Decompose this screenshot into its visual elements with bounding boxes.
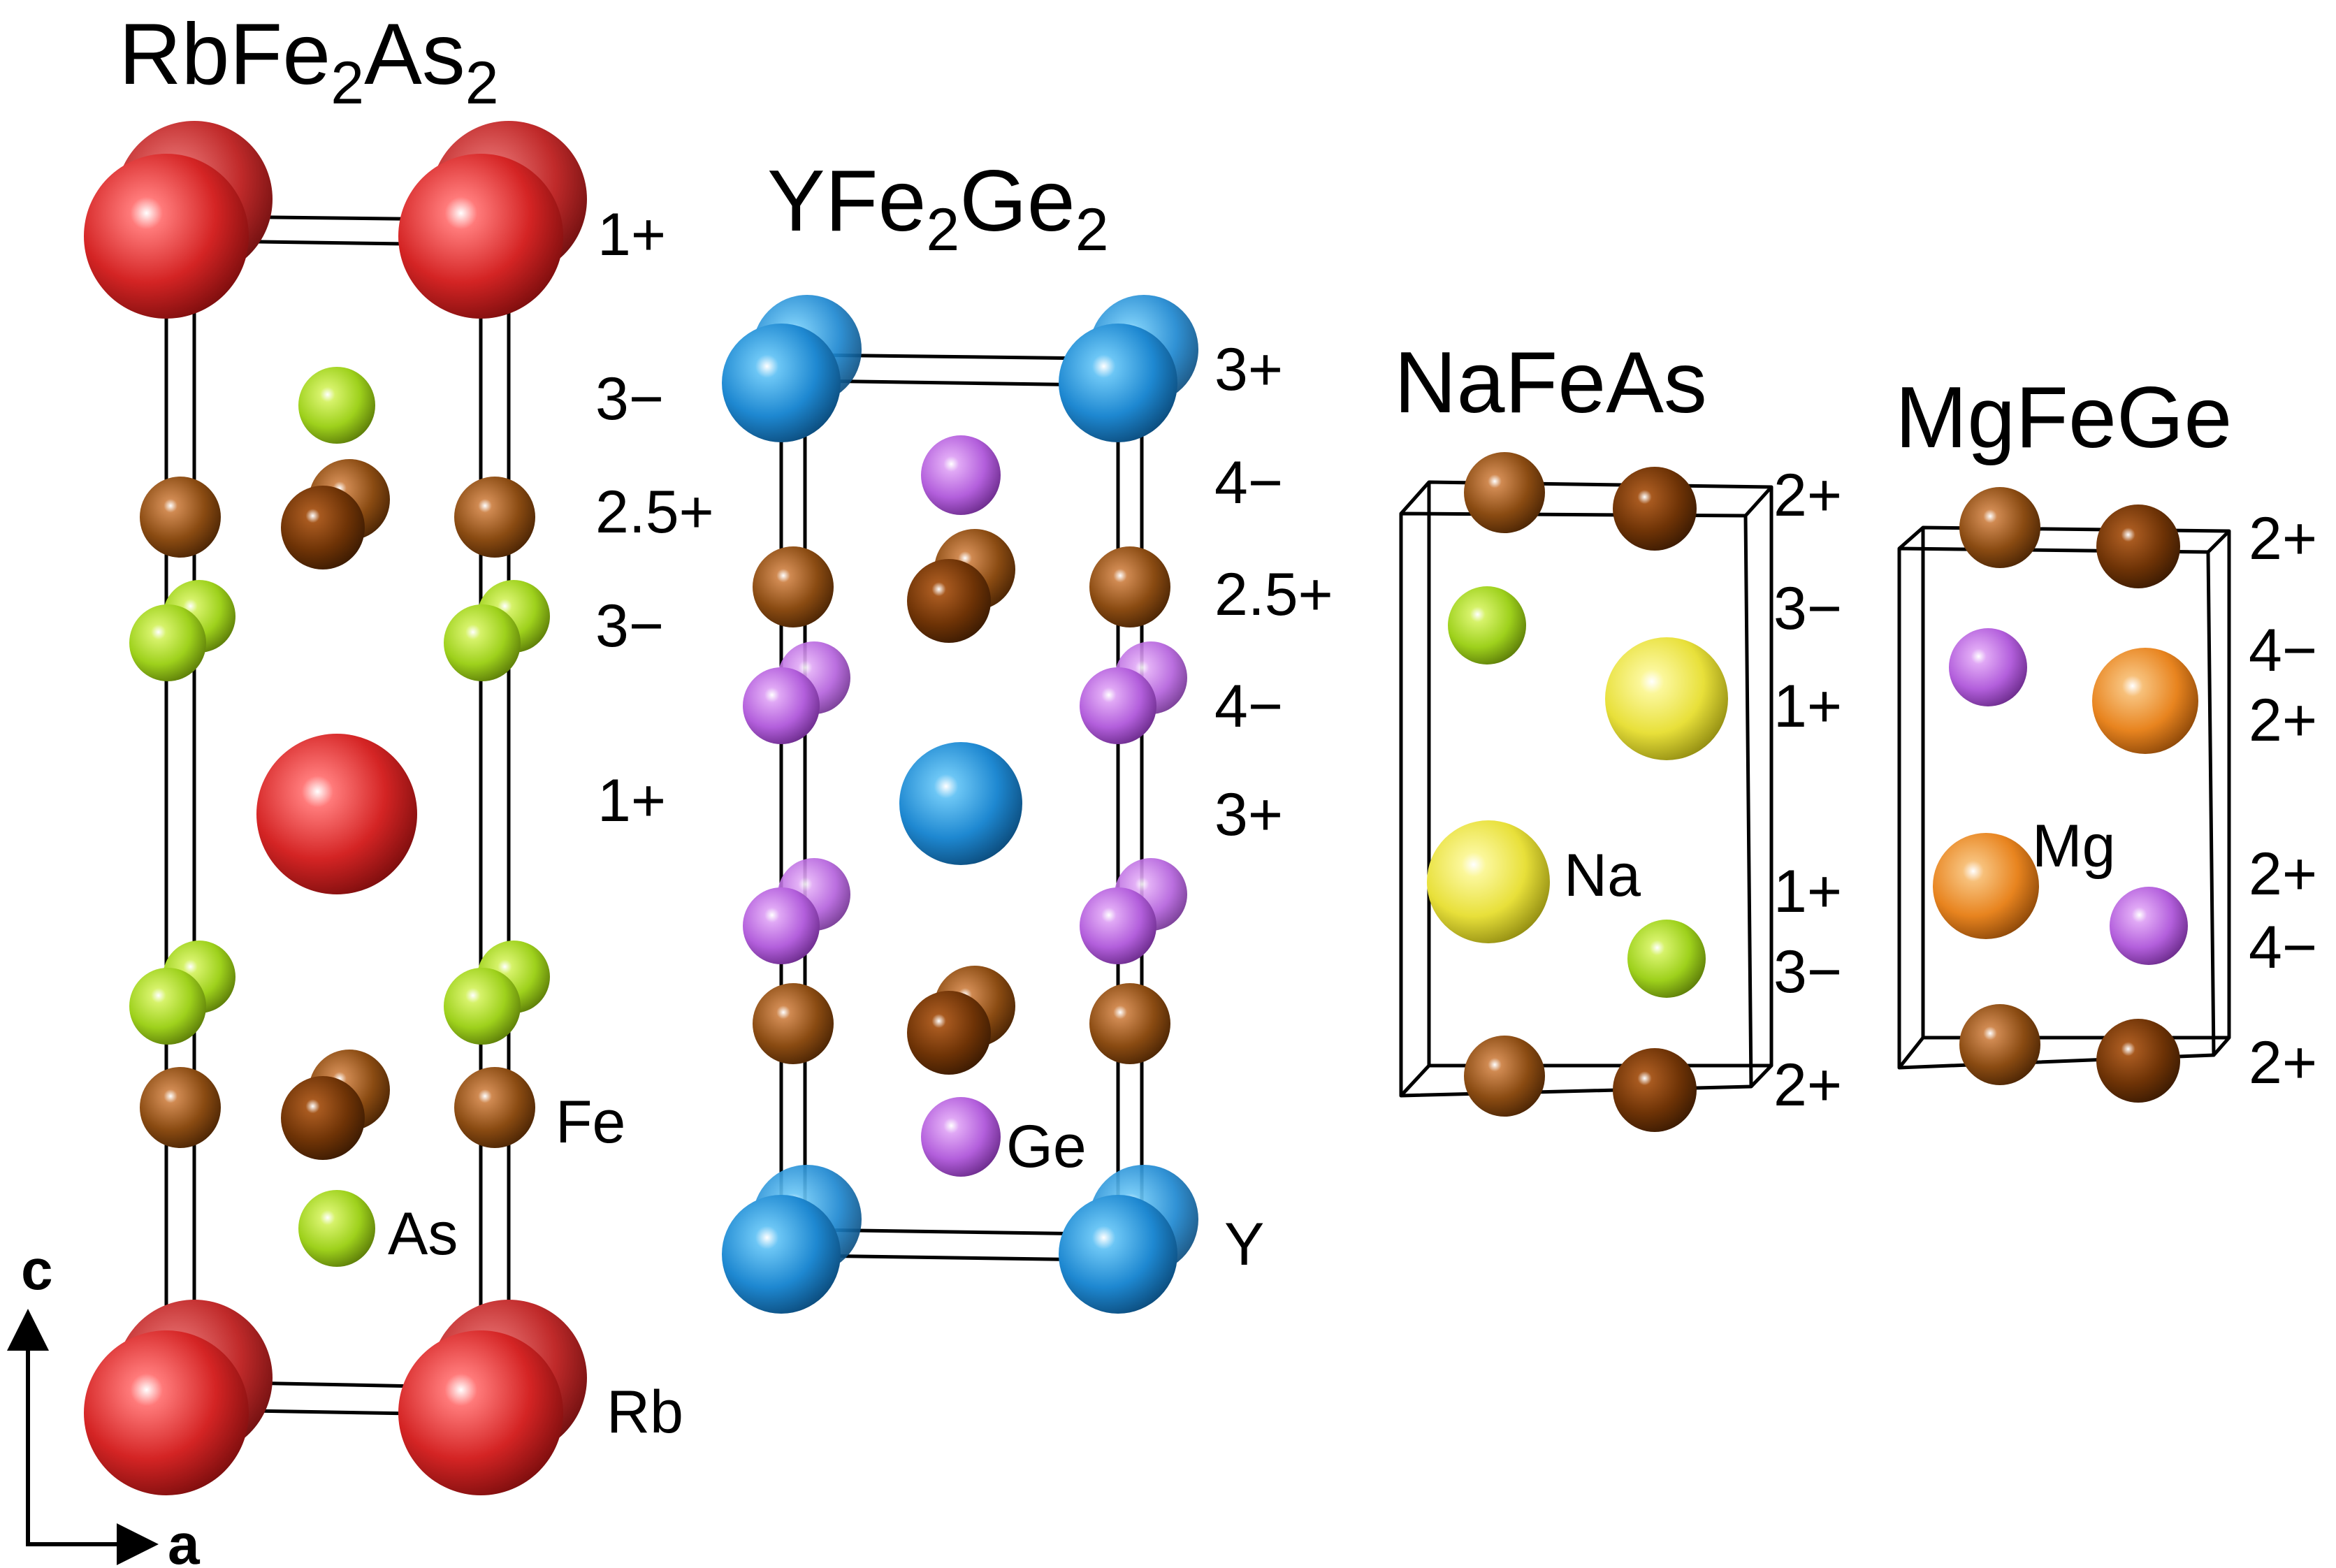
y-atom — [1059, 1195, 1177, 1314]
oxidation-label: 3− — [1773, 575, 1842, 642]
rb-atom — [256, 734, 417, 894]
oxidation-label: 2.5+ — [1214, 561, 1333, 628]
oxidation-label: 1+ — [597, 201, 666, 268]
na-atom — [1427, 820, 1550, 943]
structure-title: YFe2Ge2 — [767, 153, 1109, 263]
y-atom — [1059, 324, 1177, 442]
fe-atom — [1089, 983, 1170, 1064]
y-atom — [722, 324, 841, 442]
ge-atom — [743, 887, 820, 964]
oxidation-label: 4− — [1214, 449, 1283, 516]
oxidation-label: 3+ — [1214, 781, 1283, 848]
fe-atom — [1613, 1048, 1697, 1132]
oxidation-label: 2.5+ — [595, 479, 714, 546]
ge-atom — [1080, 887, 1156, 964]
fe-atom — [454, 1067, 535, 1148]
oxidation-label: 4− — [1214, 673, 1283, 740]
as-atom — [129, 604, 206, 681]
ge-atom — [1080, 667, 1156, 744]
element-label: Fe — [556, 1089, 625, 1156]
fe-atom — [907, 559, 991, 643]
ge-atom — [2110, 887, 2188, 965]
oxidation-label: 2+ — [1773, 1052, 1842, 1119]
element-label: Ge — [1006, 1113, 1087, 1180]
oxidation-label: 3+ — [1214, 336, 1283, 403]
rb-atom — [398, 1330, 563, 1495]
structure-title: RbFe2As2 — [119, 6, 499, 117]
oxidation-label: 4− — [2249, 617, 2317, 684]
oxidation-label: 3− — [1773, 938, 1842, 1006]
c-axis-label: c — [21, 1238, 53, 1302]
oxidation-label: 2+ — [1773, 462, 1842, 529]
fe-atom — [454, 477, 535, 558]
fe-atom — [907, 991, 991, 1075]
fe-atom — [2096, 504, 2180, 588]
structure-title: NaFeAs — [1394, 335, 1707, 431]
fe-atom — [1089, 546, 1170, 627]
oxidation-label: 4− — [2249, 914, 2317, 981]
structure-nafeas: NaFeAs 2+ 3− 1+ 1+ 3− 2+ Na — [1394, 335, 1842, 1132]
fe-atom — [281, 1076, 365, 1160]
fe-atom — [753, 983, 834, 1064]
as-atom — [1627, 920, 1706, 998]
ge-atom — [921, 435, 1001, 515]
fe-atom — [281, 486, 365, 569]
unit-cell-frame — [1399, 480, 1773, 1098]
fe-atom — [1613, 467, 1697, 551]
rb-atom — [84, 154, 249, 319]
oxidation-label: 2+ — [2249, 505, 2317, 572]
structure-yfe2ge2: YFe2Ge2 — [722, 153, 1333, 1314]
mg-atom — [1933, 833, 2039, 939]
fe-atom — [2096, 1019, 2180, 1103]
rb-atom — [84, 1330, 249, 1495]
oxidation-label: 2+ — [2249, 841, 2317, 908]
na-atom — [1605, 637, 1728, 760]
unit-cell-frame — [1897, 525, 2231, 1070]
element-label: Y — [1224, 1211, 1264, 1278]
element-label: As — [388, 1200, 458, 1268]
fe-atom — [1464, 1036, 1545, 1117]
as-atom — [129, 968, 206, 1045]
ge-atom — [743, 667, 820, 744]
a-axis-label: a — [168, 1513, 201, 1568]
mg-atom — [2092, 648, 2198, 754]
axis-indicator: c a — [6, 1238, 201, 1568]
fe-atom — [140, 477, 221, 558]
oxidation-label: 1+ — [1773, 673, 1842, 740]
structure-mgfege: MgFeGe 2+ 4− 2+ 2+ 4− 2+ Mg — [1895, 370, 2317, 1103]
oxidation-label: 2+ — [2249, 687, 2317, 754]
ge-atom — [921, 1097, 1001, 1177]
structure-rbfe2as2: RbFe2As2 — [84, 6, 714, 1495]
as-atom — [1448, 586, 1526, 665]
oxidation-label: 3− — [595, 365, 664, 433]
ge-atom — [1949, 628, 2027, 706]
structure-title: MgFeGe — [1895, 370, 2232, 466]
y-atom — [899, 742, 1022, 865]
as-atom — [298, 367, 375, 444]
element-label: Rb — [607, 1379, 683, 1446]
oxidation-label: 2+ — [2249, 1029, 2317, 1096]
fe-atom — [753, 546, 834, 627]
fe-atom — [1959, 487, 2040, 568]
element-label: Mg — [2032, 813, 2115, 880]
as-atom — [444, 604, 521, 681]
fe-atom — [140, 1067, 221, 1148]
fe-atom — [1464, 452, 1545, 533]
as-atom — [298, 1190, 375, 1267]
y-atom — [722, 1195, 841, 1314]
element-label: Na — [1564, 842, 1641, 909]
oxidation-label: 1+ — [1773, 858, 1842, 925]
rb-atom — [398, 154, 563, 319]
as-atom — [444, 968, 521, 1045]
fe-atom — [1959, 1004, 2040, 1085]
oxidation-label: 1+ — [597, 767, 666, 834]
oxidation-label: 3− — [595, 593, 664, 660]
